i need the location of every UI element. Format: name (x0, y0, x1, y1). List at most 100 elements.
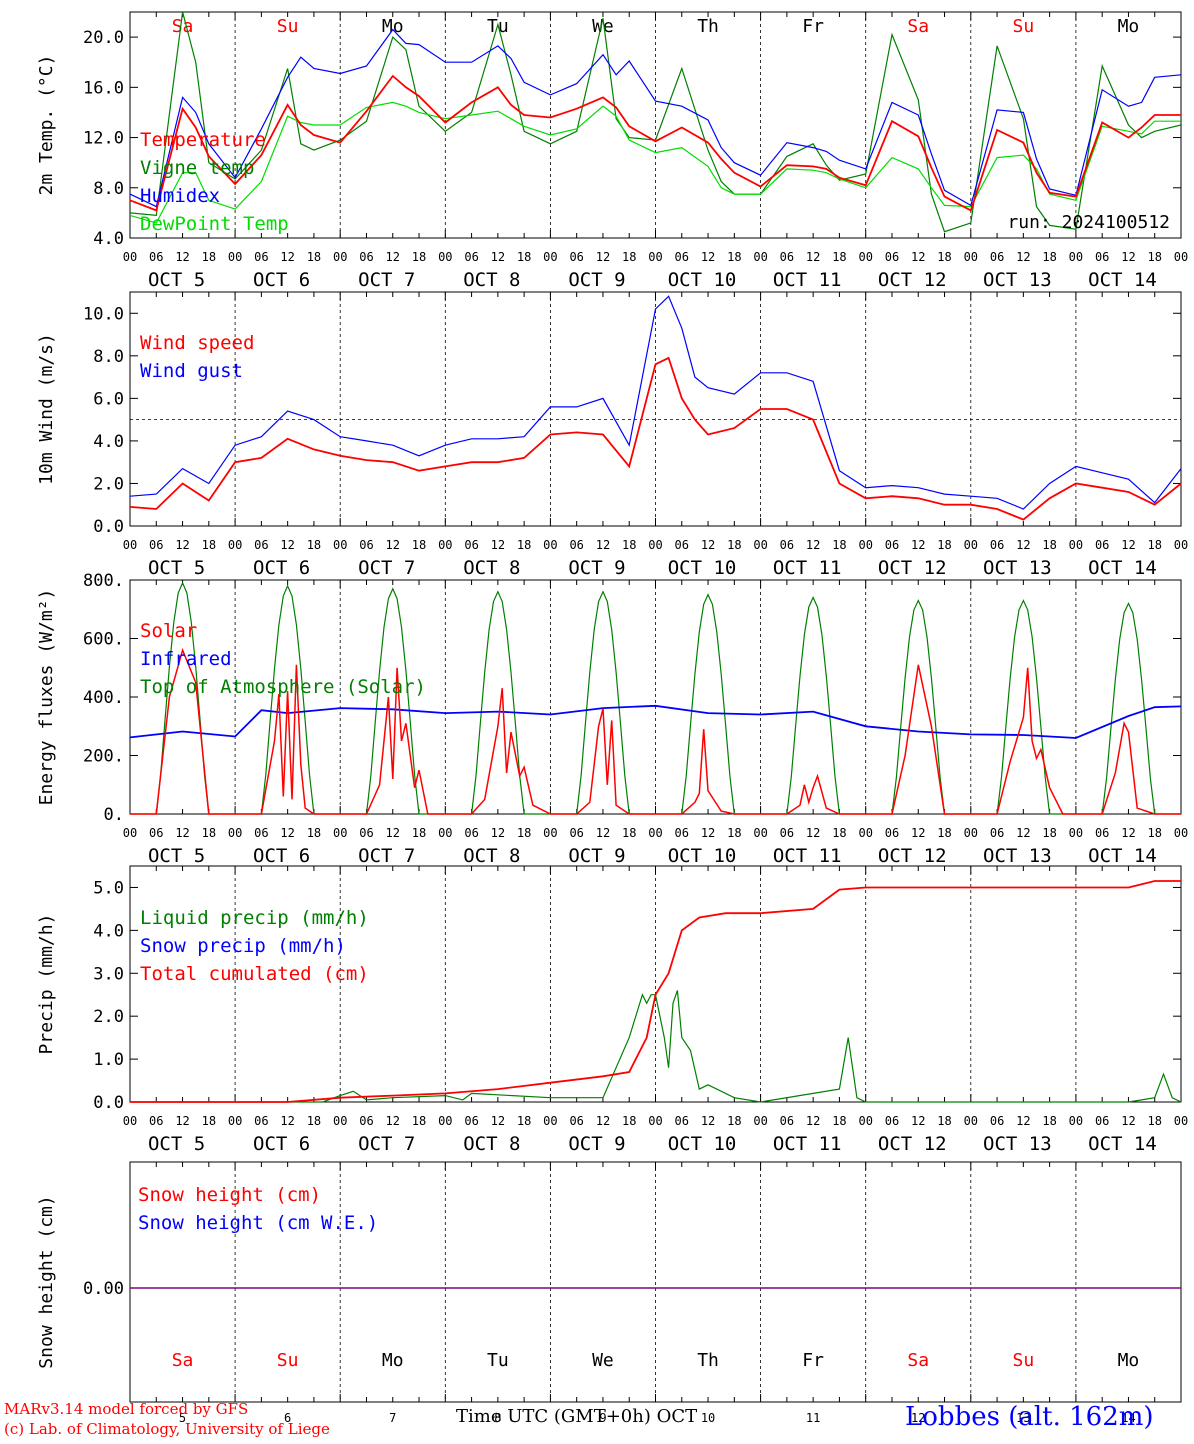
date-label: OCT 13 (983, 845, 1052, 867)
hour-tick-label: 12 (175, 1114, 189, 1128)
date-label: OCT 9 (568, 1133, 625, 1155)
date-label: OCT 9 (568, 269, 625, 291)
hour-tick-label: 00 (123, 538, 137, 552)
hour-tick-label: 18 (622, 538, 636, 552)
hour-tick-label: 18 (517, 538, 531, 552)
legend-entry: Snow height (cm) (138, 1184, 321, 1206)
hour-tick-label: 00 (438, 826, 452, 840)
hour-tick-label: 06 (359, 1114, 373, 1128)
weekday-label: Fr (802, 16, 824, 37)
weekday-label: Su (1013, 16, 1035, 37)
legend-entry: DewPoint Temp (140, 213, 289, 235)
date-label: OCT 6 (253, 845, 310, 867)
y-tick-label: 5.0 (93, 878, 124, 898)
weekday-label: We (592, 1350, 614, 1371)
y-tick-label: 400. (83, 688, 124, 708)
hour-tick-label: 06 (780, 826, 794, 840)
hour-tick-label: 12 (1121, 826, 1135, 840)
hour-tick-label: 18 (307, 826, 321, 840)
day-number-label: 11 (806, 1411, 820, 1425)
hour-tick-label: 00 (753, 826, 767, 840)
date-label: OCT 6 (253, 269, 310, 291)
hour-tick-label: 06 (1095, 826, 1109, 840)
y-tick-label: 0. (104, 805, 124, 825)
hour-tick-label: 12 (1121, 1114, 1135, 1128)
station-name: Lobbes (alt. 162m) (905, 1402, 1154, 1432)
hour-tick-label: 00 (964, 826, 978, 840)
day-number-label: 6 (284, 1411, 291, 1425)
date-label: OCT 8 (463, 845, 520, 867)
date-label: OCT 12 (878, 557, 947, 579)
hour-tick-label: 18 (1147, 826, 1161, 840)
run-label: run: 2024100512 (1007, 212, 1170, 233)
hour-tick-label: 00 (123, 1114, 137, 1128)
date-label: OCT 5 (148, 1133, 205, 1155)
hour-tick-label: 12 (1016, 826, 1030, 840)
hour-tick-label: 00 (333, 826, 347, 840)
hour-tick-label: 18 (832, 538, 846, 552)
hour-tick-label: 06 (780, 250, 794, 264)
hour-tick-label: 12 (701, 826, 715, 840)
hour-tick-label: 06 (1095, 250, 1109, 264)
hour-tick-label: 18 (1042, 826, 1056, 840)
legend-entry: Infrared (140, 648, 232, 670)
hour-tick-label: 18 (1042, 250, 1056, 264)
hour-tick-label: 06 (990, 826, 1004, 840)
y-axis-title: Precip (mm/h) (36, 914, 57, 1055)
panel-2-frame: 00 06 12 18 00 06 12 18 00 06 12 18 00 06 12 18 00 06 12 18… (36, 291, 1188, 579)
weekday-label: Mo (1118, 16, 1140, 37)
series-temperature (130, 74, 1181, 212)
hour-tick-label: 18 (307, 250, 321, 264)
hour-tick-label: 12 (596, 538, 610, 552)
hour-tick-label: 06 (990, 538, 1004, 552)
date-label: OCT 12 (878, 1133, 947, 1155)
hour-tick-label: 18 (832, 250, 846, 264)
hour-tick-label: 18 (202, 826, 216, 840)
legend-entry: Solar (140, 620, 197, 642)
hour-tick-label: 18 (307, 1114, 321, 1128)
weekday-label: Su (1013, 1350, 1035, 1371)
hour-tick-label: 00 (438, 538, 452, 552)
hour-tick-label: 12 (175, 538, 189, 552)
date-label: OCT 8 (463, 269, 520, 291)
hour-tick-label: 18 (412, 826, 426, 840)
day-number-label: 13 (1016, 1411, 1030, 1425)
hour-tick-label: 06 (569, 250, 583, 264)
series-vigne-temp (130, 12, 1181, 233)
hour-tick-label: 18 (517, 826, 531, 840)
hour-tick-label: 00 (228, 250, 242, 264)
hour-tick-label: 00 (648, 250, 662, 264)
hour-tick-label: 00 (1069, 826, 1083, 840)
hour-tick-label: 18 (937, 250, 951, 264)
hour-tick-label: 06 (675, 250, 689, 264)
hour-tick-label: 06 (359, 538, 373, 552)
hour-tick-label: 12 (386, 1114, 400, 1128)
legend-entry: Temperature (140, 129, 266, 151)
weekday-label: Sa (907, 16, 929, 37)
hour-tick-label: 06 (780, 1114, 794, 1128)
panel-5-frame: 0.00 Snow height (cm) Snow height (cm) Snow… (36, 1161, 1182, 1425)
hour-tick-label: 00 (648, 1114, 662, 1128)
weekday-label: Tu (487, 1350, 509, 1371)
hour-tick-label: 00 (753, 250, 767, 264)
hour-tick-label: 18 (937, 538, 951, 552)
y-axis-title: Energy fluxes (W/m²) (36, 589, 57, 806)
hour-tick-label: 06 (464, 538, 478, 552)
hour-tick-label: 06 (885, 538, 899, 552)
hour-tick-label: 00 (333, 1114, 347, 1128)
date-label: OCT 5 (148, 557, 205, 579)
hour-tick-label: 06 (1095, 538, 1109, 552)
hour-tick-label: 06 (254, 250, 268, 264)
date-label: OCT 13 (983, 557, 1052, 579)
weekday-label: Su (277, 1350, 299, 1371)
day-number-label: 9 (599, 1411, 606, 1425)
hour-tick-label: 18 (412, 538, 426, 552)
hour-tick-label: 12 (1016, 1114, 1030, 1128)
y-axis-title: Snow height (cm) (36, 1195, 57, 1368)
legend-entry: Wind gust (140, 360, 243, 382)
hour-tick-label: 00 (753, 538, 767, 552)
hour-tick-label: 06 (780, 538, 794, 552)
weekday-label: Mo (382, 16, 404, 37)
hour-tick-label: 00 (648, 538, 662, 552)
